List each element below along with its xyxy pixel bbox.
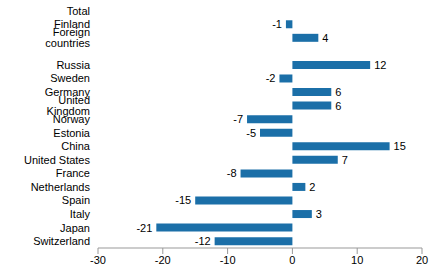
svg-text:6: 6 [335, 100, 341, 112]
svg-text:United States: United States [24, 154, 91, 166]
svg-text:-8: -8 [227, 167, 237, 179]
svg-text:15: 15 [394, 140, 406, 152]
svg-text:-5: -5 [246, 127, 256, 139]
svg-text:-10: -10 [220, 254, 236, 266]
svg-text:-21: -21 [136, 222, 152, 234]
svg-text:China: China [61, 140, 91, 152]
svg-text:-20: -20 [155, 254, 171, 266]
svg-text:Netherlands: Netherlands [31, 181, 91, 193]
svg-text:Japan: Japan [60, 222, 90, 234]
svg-text:-1: -1 [272, 18, 282, 30]
svg-text:Estonia: Estonia [53, 127, 91, 139]
svg-text:Norway: Norway [53, 113, 91, 125]
svg-text:France: France [56, 167, 90, 179]
svg-text:10: 10 [351, 254, 363, 266]
svg-text:-12: -12 [195, 235, 211, 247]
svg-text:0: 0 [289, 254, 295, 266]
svg-text:3: 3 [316, 208, 322, 220]
svg-text:12: 12 [374, 59, 386, 71]
svg-text:-30: -30 [90, 254, 106, 266]
svg-text:Foreigncountries: Foreigncountries [45, 26, 90, 49]
svg-text:2: 2 [309, 181, 315, 193]
svg-text:-2: -2 [266, 72, 276, 84]
svg-text:7: 7 [342, 154, 348, 166]
svg-text:Total: Total [67, 5, 90, 17]
svg-text:4: 4 [322, 32, 328, 44]
svg-text:-15: -15 [175, 194, 191, 206]
svg-text:Switzerland: Switzerland [33, 235, 90, 247]
svg-text:Italy: Italy [70, 208, 91, 220]
svg-text:-7: -7 [233, 113, 243, 125]
svg-text:Russia: Russia [56, 59, 91, 71]
svg-text:Sweden: Sweden [50, 72, 90, 84]
svg-text:6: 6 [335, 86, 341, 98]
svg-text:Spain: Spain [62, 194, 90, 206]
svg-text:20: 20 [416, 254, 428, 266]
